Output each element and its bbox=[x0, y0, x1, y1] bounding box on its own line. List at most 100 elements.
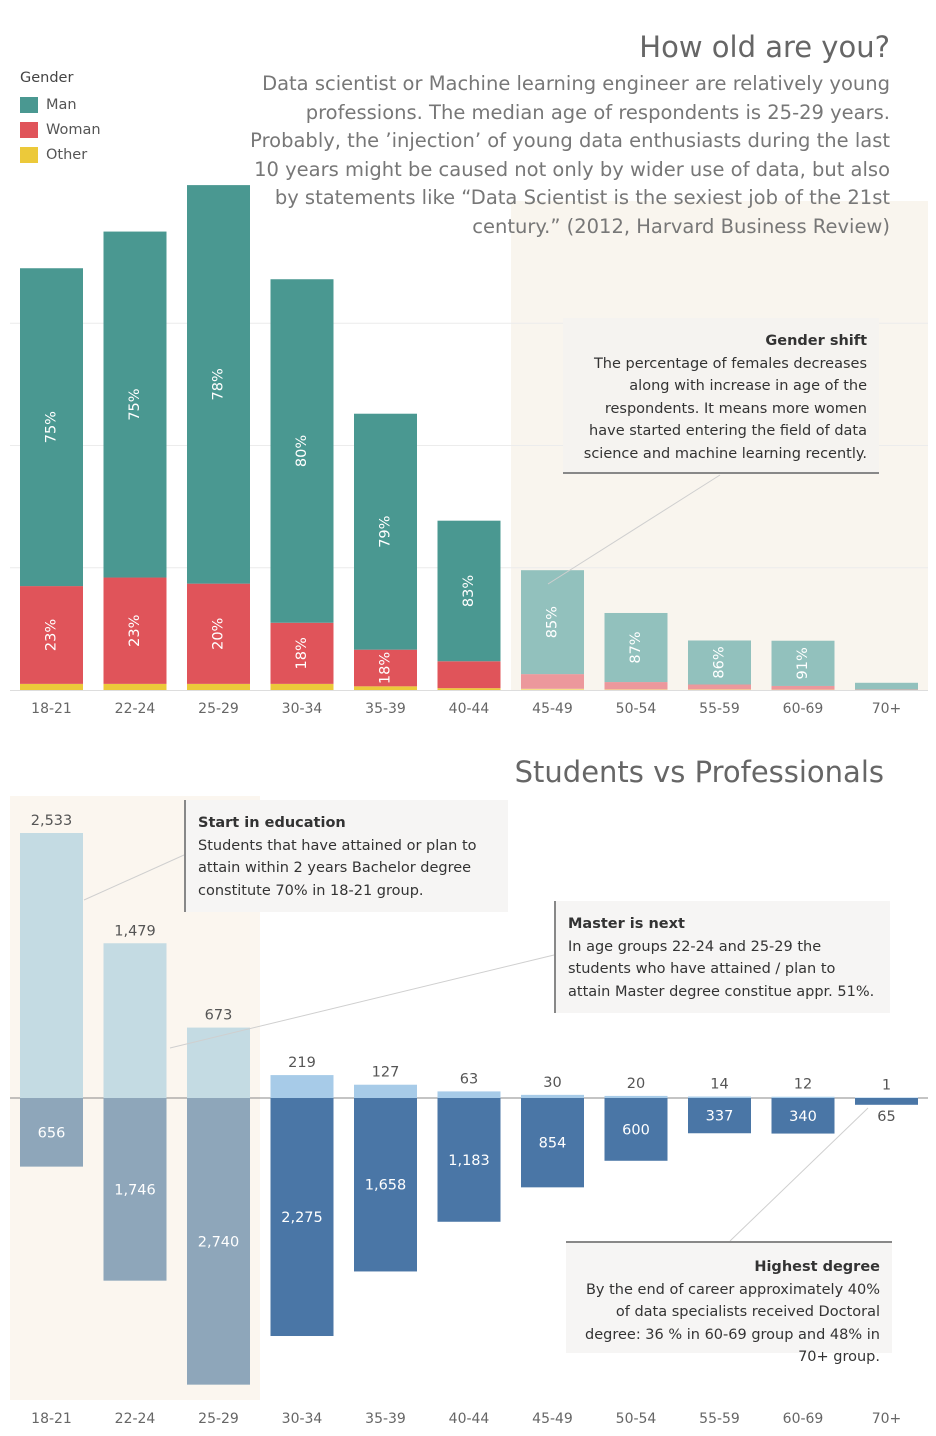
x-tick-label-70+: 70+ bbox=[872, 701, 902, 717]
bar-woman-22-24 bbox=[103, 577, 167, 684]
bar-label-man-25-29: 78% bbox=[211, 368, 227, 400]
bar-other-55-59 bbox=[688, 689, 751, 690]
bar-other-18-21 bbox=[20, 683, 83, 690]
bar-woman-45-49 bbox=[521, 674, 584, 689]
x-tick-label-50-54: 50-54 bbox=[616, 701, 657, 717]
bar-students-60-69 bbox=[771, 1096, 835, 1098]
bar-man-60-69 bbox=[771, 640, 835, 686]
bar-professionals-25-29 bbox=[187, 1098, 250, 1385]
legend-item-man[interactable]: Man bbox=[20, 92, 101, 117]
bar-students-40-44 bbox=[437, 1091, 501, 1098]
value-label-professionals-22-24: 1,746 bbox=[114, 1182, 156, 1198]
callout-title: Gender shift bbox=[765, 333, 867, 349]
bar-students-35-39 bbox=[354, 1084, 417, 1098]
bar-woman-35-39 bbox=[354, 649, 417, 687]
legend-item-other[interactable]: Other bbox=[20, 142, 101, 167]
x-tick-label-50-54: 50-54 bbox=[616, 1411, 657, 1427]
value-label-professionals-60-69: 340 bbox=[789, 1109, 817, 1125]
bar-professionals-18-21 bbox=[20, 1098, 83, 1167]
value-label-professionals-50-54: 600 bbox=[622, 1122, 650, 1138]
value-label-students-35-39: 127 bbox=[372, 1065, 400, 1081]
bar-woman-55-59 bbox=[688, 684, 751, 690]
x-tick-label-35-39: 35-39 bbox=[365, 1411, 406, 1427]
age-chart-title: How old are you? bbox=[639, 30, 890, 64]
value-label-students-60-69: 12 bbox=[794, 1077, 812, 1093]
highest-degree-callout: Highest degree By the end of career appr… bbox=[566, 1241, 892, 1365]
bar-label-woman-25-29: 20% bbox=[211, 618, 227, 650]
bar-students-70+ bbox=[855, 1097, 918, 1098]
bar-professionals-40-44 bbox=[437, 1098, 501, 1222]
bar-students-22-24 bbox=[103, 943, 167, 1098]
x-tick-label-18-21: 18-21 bbox=[31, 1411, 72, 1427]
students-chart-title: Students vs Professionals bbox=[514, 755, 884, 789]
age-chart-description: Data scientist or Machine learning engin… bbox=[250, 72, 890, 238]
bar-students-25-29 bbox=[187, 1027, 250, 1098]
callout-title: Highest degree bbox=[754, 1259, 880, 1275]
bar-other-30-34 bbox=[270, 683, 334, 690]
bar-other-40-44 bbox=[437, 688, 501, 690]
bar-man-55-59 bbox=[688, 640, 751, 685]
bar-label-man-18-21: 75% bbox=[44, 411, 60, 443]
x-tick-label-18-21: 18-21 bbox=[31, 701, 72, 717]
bar-professionals-60-69 bbox=[771, 1098, 835, 1134]
bar-professionals-45-49 bbox=[521, 1098, 584, 1188]
bar-students-30-34 bbox=[270, 1075, 334, 1098]
bar-label-man-50-54: 87% bbox=[628, 631, 644, 663]
bar-label-woman-30-34: 18% bbox=[294, 637, 310, 669]
callout-connector bbox=[729, 1107, 869, 1242]
x-tick-label-45-49: 45-49 bbox=[532, 701, 573, 717]
legend-label-other: Other bbox=[46, 146, 88, 163]
value-label-professionals-45-49: 854 bbox=[539, 1136, 567, 1152]
legend-swatch-woman bbox=[20, 121, 38, 138]
x-tick-label-40-44: 40-44 bbox=[449, 701, 490, 717]
value-label-professionals-55-59: 337 bbox=[706, 1109, 734, 1125]
callout-text: In age groups 22-24 and 25-29 the studen… bbox=[568, 938, 875, 1000]
callout-title: Start in education bbox=[198, 815, 346, 831]
callout-text: By the end of career approximately 40% o… bbox=[585, 1281, 880, 1366]
bar-man-18-21 bbox=[20, 268, 83, 587]
bar-label-woman-22-24: 23% bbox=[127, 615, 143, 647]
callout-title: Master is next bbox=[568, 916, 685, 932]
bar-professionals-30-34 bbox=[270, 1098, 334, 1337]
legend-item-woman[interactable]: Woman bbox=[20, 117, 101, 142]
legend-label-woman: Woman bbox=[46, 121, 101, 138]
x-tick-label-22-24: 22-24 bbox=[115, 701, 156, 717]
value-label-students-40-44: 63 bbox=[460, 1071, 478, 1087]
bar-professionals-55-59 bbox=[688, 1098, 751, 1134]
bar-label-woman-18-21: 23% bbox=[44, 619, 60, 651]
education-start-callout: Start in education Students that have at… bbox=[184, 800, 508, 912]
gender-shift-callout: Gender shift The percentage of females d… bbox=[563, 318, 879, 474]
callout-connector bbox=[83, 854, 185, 901]
bar-other-35-39 bbox=[354, 686, 417, 690]
bar-label-man-22-24: 75% bbox=[127, 388, 143, 420]
bar-students-55-59 bbox=[688, 1096, 751, 1098]
value-label-professionals-70+: 65 bbox=[877, 1109, 895, 1125]
value-label-professionals-30-34: 2,275 bbox=[281, 1210, 323, 1226]
x-tick-label-45-49: 45-49 bbox=[532, 1411, 573, 1427]
value-label-students-30-34: 219 bbox=[288, 1055, 316, 1071]
legend-swatch-other bbox=[20, 146, 38, 163]
bar-students-50-54 bbox=[604, 1095, 668, 1098]
x-tick-label-70+: 70+ bbox=[872, 1411, 902, 1427]
x-tick-label-22-24: 22-24 bbox=[115, 1411, 156, 1427]
bar-other-22-24 bbox=[103, 683, 167, 690]
callout-connector bbox=[547, 474, 721, 585]
value-label-professionals-18-21: 656 bbox=[38, 1125, 66, 1141]
x-tick-label-25-29: 25-29 bbox=[198, 701, 239, 717]
bar-woman-25-29 bbox=[187, 583, 250, 684]
bar-man-25-29 bbox=[187, 185, 250, 584]
value-label-students-18-21: 2,533 bbox=[31, 813, 73, 829]
value-label-professionals-25-29: 2,740 bbox=[198, 1234, 240, 1250]
value-label-professionals-35-39: 1,658 bbox=[365, 1178, 407, 1194]
value-label-professionals-40-44: 1,183 bbox=[448, 1153, 490, 1169]
bar-man-40-44 bbox=[437, 520, 501, 662]
bar-students-45-49 bbox=[521, 1094, 584, 1098]
bar-label-man-30-34: 80% bbox=[294, 435, 310, 467]
callout-connector bbox=[169, 954, 555, 1049]
x-tick-label-25-29: 25-29 bbox=[198, 1411, 239, 1427]
x-tick-label-30-34: 30-34 bbox=[282, 701, 323, 717]
gender-legend: Gender Man Woman Other bbox=[20, 70, 101, 167]
x-tick-label-30-34: 30-34 bbox=[282, 1411, 323, 1427]
callout-text: Students that have attained or plan to a… bbox=[198, 837, 477, 899]
legend-label-man: Man bbox=[46, 96, 77, 113]
